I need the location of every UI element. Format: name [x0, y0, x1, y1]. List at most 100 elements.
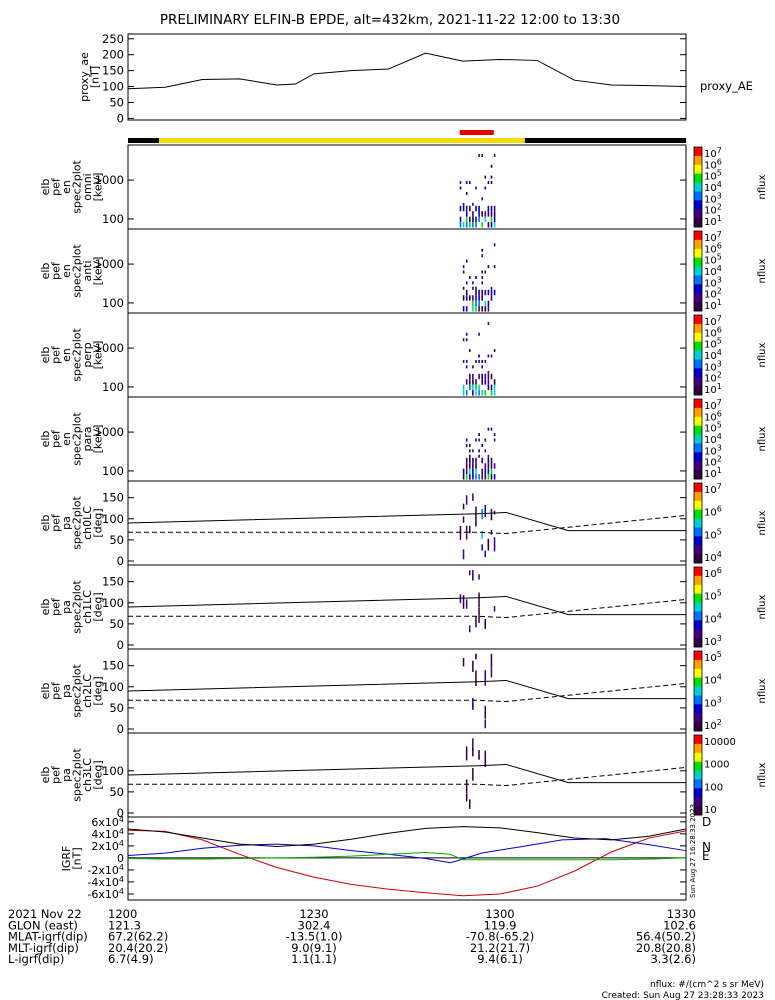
- orbit-row-value: -13.5(1.0): [285, 930, 342, 944]
- colorbar-tick: 103: [704, 359, 722, 374]
- spec-cell: [493, 390, 496, 396]
- colorbar-band: [694, 416, 702, 427]
- spec-cell: [490, 164, 493, 168]
- spec-cell: [478, 332, 480, 336]
- spec-cell: [487, 181, 490, 185]
- ylabel-line: en: [60, 264, 73, 278]
- colorbar-band: [694, 434, 702, 444]
- pa-cell: [490, 664, 493, 678]
- colorbar-tick: 100: [704, 782, 723, 793]
- colorbar-tick: 102: [704, 370, 722, 385]
- spec-cell: [484, 211, 487, 217]
- spec-cell: [478, 384, 480, 391]
- spec-cell: [472, 306, 474, 312]
- pa-cell: [472, 660, 474, 673]
- spec-cell: [472, 295, 474, 301]
- orbit-row-value: 67.2(62.2): [108, 930, 168, 944]
- spec-cell: [490, 468, 493, 475]
- spec-cell: [487, 222, 490, 228]
- colorbar-band: [694, 659, 702, 670]
- orbit-row-value: 9.0(9.1): [291, 941, 337, 955]
- spec-cell: [475, 457, 477, 464]
- colorbar-tick: 103: [704, 443, 722, 458]
- colorbar-frame: [693, 566, 703, 648]
- spec-cell: [465, 222, 468, 228]
- spec-cell: [472, 390, 474, 396]
- spec-cell: [469, 222, 471, 228]
- spec-cell: [465, 216, 468, 223]
- colorbar-band: [694, 509, 702, 520]
- colorbar-band: [694, 779, 702, 789]
- spec-cell: [475, 275, 477, 279]
- spec-cell: [478, 354, 480, 358]
- spec-cell: [478, 359, 480, 363]
- spec-cell: [462, 270, 465, 274]
- spec-cell: [462, 390, 465, 396]
- spec-cell: [484, 438, 487, 442]
- colorbar-band: [694, 620, 702, 630]
- spec-cell: [490, 205, 493, 212]
- spec-cell: [493, 438, 496, 442]
- ae-ytick-label: 150: [102, 64, 124, 78]
- ylabel-line: elb: [39, 767, 52, 784]
- pa-colorbar: 102 103 104 105 nflux: [693, 650, 768, 732]
- igrf-series-line: [127, 851, 687, 861]
- spec-cell: [475, 306, 477, 312]
- colorbar-band: [694, 359, 702, 369]
- spec-cell: [475, 216, 477, 223]
- spec-cell: [484, 270, 487, 274]
- spec-cell: [475, 222, 477, 228]
- colorbar-label-text: nflux: [757, 594, 768, 619]
- orbit-segment-eclipse: [128, 138, 159, 143]
- pa-colorbar: 103 104 105 106 nflux: [693, 566, 768, 648]
- ylabel-line: spec2plot: [70, 580, 83, 634]
- panels-layer: 050100150200250proxy_AEproxy_ae[nT]10010…: [39, 32, 768, 901]
- colorbar-tick: 104: [704, 550, 722, 565]
- orbit-row-value: 1300: [485, 907, 514, 921]
- pa-ytick-label: 0: [117, 722, 124, 736]
- spec-cell: [490, 463, 493, 469]
- spec-cell: [487, 306, 490, 312]
- spec-cell: [481, 306, 483, 312]
- orbit-segment-sunlit: [159, 138, 525, 143]
- colorbar-band: [694, 545, 702, 555]
- igrf-ylabel: IGRF[nT]: [60, 846, 84, 872]
- spec-cell: [469, 468, 471, 475]
- spec-cell: [481, 295, 483, 301]
- ylabel-line: ch2LC: [81, 674, 94, 708]
- pa-cell: [462, 516, 465, 523]
- spec-cell: [465, 438, 468, 442]
- spec-cell: [478, 211, 480, 217]
- spec-cell: [462, 222, 465, 228]
- colorbar-band: [694, 239, 702, 250]
- colorbar-band: [694, 155, 702, 166]
- colorbar-label-text: nflux: [757, 174, 768, 199]
- colorbar-tick: 105: [704, 252, 722, 267]
- spec-cell: [472, 468, 474, 475]
- spec-cell: [481, 289, 483, 296]
- science-zone-marker: [459, 130, 494, 135]
- colorbar-band: [694, 461, 702, 471]
- ylabel-line: [nT]: [70, 847, 83, 869]
- pa-cell: [484, 550, 486, 558]
- colorbar-band: [694, 602, 702, 612]
- ylabel-line: en: [60, 348, 73, 362]
- colorbar-tick: 104: [704, 264, 722, 279]
- pa-cell: [493, 537, 496, 546]
- pa-ytick-label: 50: [109, 785, 124, 799]
- colorbar-band: [694, 302, 702, 312]
- pa-frame: [127, 648, 687, 734]
- spec-cell: [481, 275, 483, 279]
- spec-cell: [490, 289, 493, 296]
- orbit-row-label: MLT-igrf(dip): [8, 941, 79, 955]
- colorbar-label-text: nflux: [757, 762, 768, 787]
- spec-cell: [481, 359, 483, 363]
- orbit-row-value: 302.4: [298, 918, 331, 932]
- colorbar-band: [694, 284, 702, 294]
- ylabel-line: en: [60, 180, 73, 194]
- pa-cell: [472, 574, 474, 581]
- orbit-row-value: 1230: [299, 907, 328, 921]
- colorbar-label-text: nflux: [757, 426, 768, 451]
- pa-cell: [462, 657, 465, 667]
